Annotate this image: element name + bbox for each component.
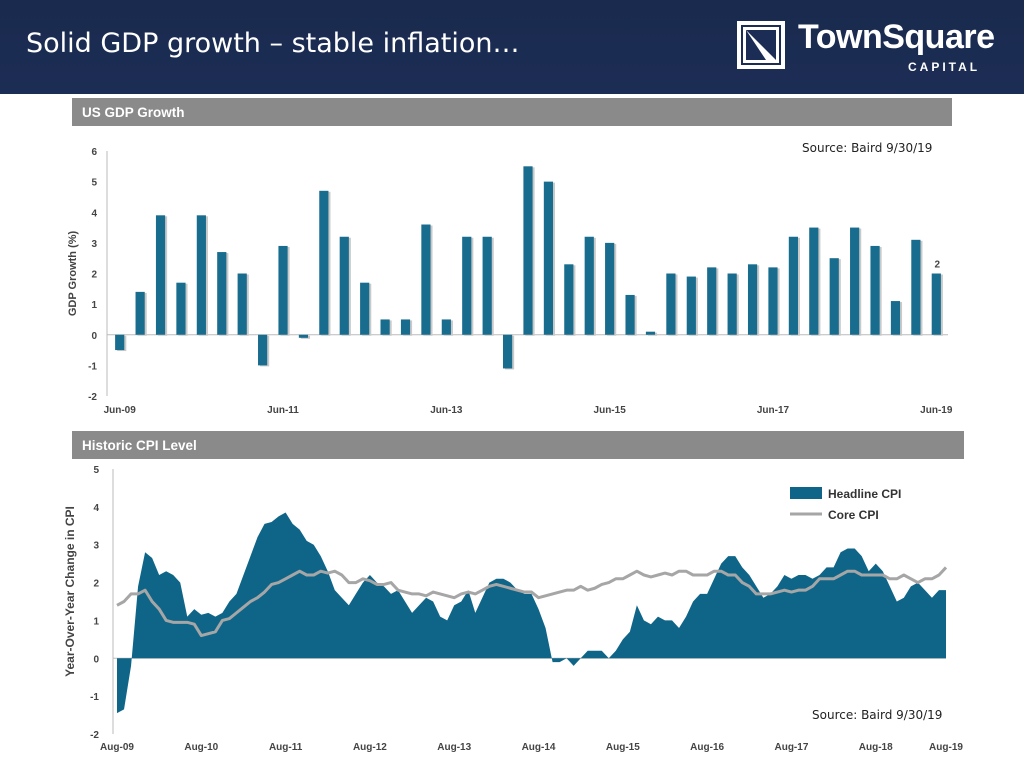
gdp-bar xyxy=(584,236,594,335)
cpi-y-tick-label: 4 xyxy=(93,503,99,514)
gdp-y-tick-label: 4 xyxy=(91,208,97,219)
gdp-bar xyxy=(911,239,921,335)
gdp-bar xyxy=(829,258,839,335)
gdp-bar xyxy=(155,215,166,335)
slide-title: Solid GDP growth – stable inflation… xyxy=(26,28,520,59)
logo-name: TownSquare xyxy=(798,18,995,56)
townsquare-logo-mark-icon xyxy=(737,21,785,69)
cpi-x-tick-label: Aug-11 xyxy=(269,742,303,753)
gdp-bar xyxy=(319,190,329,335)
gdp-bar xyxy=(441,319,451,335)
cpi-source-note: Source: Baird 9/30/19 xyxy=(812,708,943,722)
townsquare-logo: TownSquare CAPITAL xyxy=(736,18,998,76)
gdp-bar xyxy=(217,252,227,335)
gdp-bar xyxy=(176,282,186,335)
cpi-y-axis-title: Year-Over-Year Change in CPI xyxy=(63,506,77,677)
gdp-x-tick-label: Jun-17 xyxy=(757,405,790,416)
cpi-x-tick-label: Aug-10 xyxy=(184,742,218,753)
gdp-bar xyxy=(625,294,635,335)
cpi-x-tick-label: Aug-12 xyxy=(353,742,387,753)
core-cpi-line xyxy=(116,566,948,638)
cpi-y-tick-label: 0 xyxy=(93,654,99,665)
legend-core-label: Core CPI xyxy=(828,508,879,522)
gdp-y-axis-title: GDP Growth (%) xyxy=(67,230,79,316)
cpi-x-tick-label: Aug-16 xyxy=(690,742,724,753)
cpi-x-tick-label: Aug-14 xyxy=(522,742,556,753)
gdp-data-label: 2 xyxy=(935,260,941,271)
gdp-bar xyxy=(809,227,819,335)
gdp-bar xyxy=(115,334,125,351)
gdp-y-tick-label: -1 xyxy=(88,361,97,372)
cpi-x-tick-label: Aug-19 xyxy=(929,742,963,753)
cpi-y-tick-label: 2 xyxy=(93,579,99,590)
cpi-x-tick-label: Aug-13 xyxy=(437,742,471,753)
gdp-y-tick-label: 2 xyxy=(91,270,97,281)
gdp-bar xyxy=(788,236,798,335)
gdp-y-tick-label: 3 xyxy=(91,239,97,250)
cpi-y-tick-label: 3 xyxy=(93,541,99,552)
gdp-bar xyxy=(686,276,696,335)
legend-headline-label: Headline CPI xyxy=(828,487,901,501)
gdp-bar xyxy=(605,242,615,335)
gdp-bar xyxy=(258,334,268,366)
gdp-bar xyxy=(931,273,941,335)
gdp-bar xyxy=(666,273,676,335)
cpi-y-tick-label: -2 xyxy=(90,730,99,741)
gdp-bar xyxy=(360,282,370,335)
gdp-bar xyxy=(502,334,513,369)
gdp-x-tick-label: Jun-13 xyxy=(430,405,463,416)
gdp-bar xyxy=(727,273,737,335)
cpi-y-tick-label: 5 xyxy=(93,465,99,476)
slide-header: Solid GDP growth – stable inflation… Tow… xyxy=(0,0,1024,94)
gdp-y-tick-label: 5 xyxy=(91,178,97,189)
gdp-bar xyxy=(523,166,533,335)
gdp-y-tick-label: -2 xyxy=(88,392,97,403)
gdp-bar xyxy=(768,267,778,335)
gdp-bar xyxy=(237,273,247,335)
gdp-bar xyxy=(196,215,206,335)
gdp-bar xyxy=(278,245,288,335)
gdp-source-note: Source: Baird 9/30/19 xyxy=(802,141,933,155)
gdp-bar xyxy=(850,227,860,335)
gdp-bar xyxy=(400,319,411,335)
gdp-x-tick-label: Jun-19 xyxy=(920,405,953,416)
gdp-bar xyxy=(298,334,309,338)
gdp-bar xyxy=(339,236,349,335)
gdp-y-tick-label: 1 xyxy=(91,300,97,311)
headline-cpi-area xyxy=(117,512,946,714)
gdp-bar xyxy=(645,331,656,335)
cpi-chart: 5 4 3 2 1 0 -1 -2 Year-Over-Year Change in CPI Au… xyxy=(63,465,963,753)
cpi-x-tick-label: Aug-15 xyxy=(606,742,640,753)
gdp-x-tick-label: Jun-09 xyxy=(104,405,137,416)
cpi-y-tick-label: 1 xyxy=(93,616,99,627)
cpi-x-tick-label: Aug-09 xyxy=(100,742,134,753)
cpi-x-tick-label: Aug-17 xyxy=(774,742,808,753)
gdp-bar xyxy=(543,181,554,335)
gdp-bar xyxy=(564,264,574,335)
gdp-chart: 6 5 4 3 2 1 0 -1 -2 GDP Growth (%) 2 Jun-09 Jun-11 Ju… xyxy=(67,147,953,416)
logo-subtitle: CAPITAL xyxy=(908,60,981,74)
gdp-y-tick-label: 6 xyxy=(91,147,97,158)
gdp-bar xyxy=(707,267,717,335)
cpi-x-tick-label: Aug-18 xyxy=(859,742,893,753)
gdp-x-tick-label: Jun-11 xyxy=(267,405,299,416)
cpi-panel-title: Historic CPI Level xyxy=(72,431,964,459)
cpi-y-tick-label: -1 xyxy=(90,692,99,703)
gdp-bar xyxy=(421,224,431,335)
gdp-panel-title: US GDP Growth xyxy=(72,98,952,126)
legend-headline-swatch xyxy=(790,487,822,499)
gdp-y-tick-label: 0 xyxy=(91,331,97,342)
gdp-bar xyxy=(890,301,901,335)
gdp-bar xyxy=(870,245,880,335)
gdp-bar xyxy=(482,236,492,335)
gdp-bar xyxy=(135,291,145,335)
gdp-bar xyxy=(747,264,758,335)
gdp-x-tick-label: Jun-15 xyxy=(594,405,627,416)
gdp-bar xyxy=(380,319,390,335)
gdp-bar xyxy=(462,236,472,335)
